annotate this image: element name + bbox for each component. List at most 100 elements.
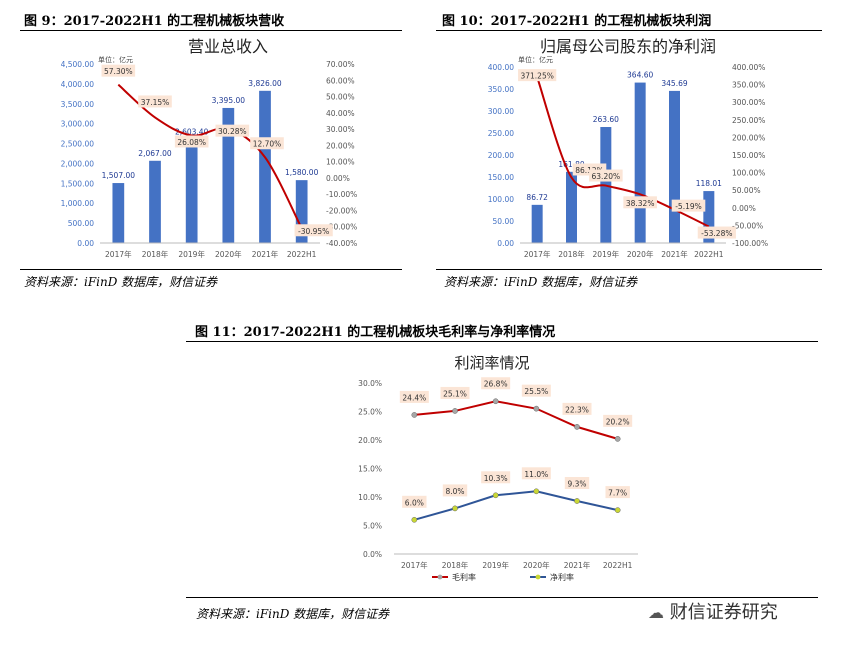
data-label: 11.0%	[524, 470, 548, 479]
y-right-tick-label: 60.00%	[326, 76, 355, 85]
growth-label-bg	[294, 224, 333, 237]
growth-label: 57.30%	[104, 67, 133, 76]
unit-label: 单位：亿元	[518, 55, 553, 64]
x-tick-label: 2017年	[105, 249, 132, 259]
y-right-tick-label: 0.00%	[732, 204, 756, 213]
y-right-tick-label: 400.00%	[732, 63, 765, 72]
margin-chart: 利润率情况 0.0% 5.0% 10.0% 15.0% 20.0% 25.0% 30.0% 20…	[358, 354, 638, 582]
y-left-tick-label: 4,500.00	[61, 60, 95, 69]
chart-title: 营业总收入	[188, 37, 268, 56]
fig11-title: 图 11：2017-2022H1 的工程机械板块毛利率与净利率情况	[195, 325, 556, 340]
data-label: 24.4%	[402, 393, 426, 402]
data-label-bg	[402, 495, 427, 508]
y-left-tick-label: 3,500.00	[61, 100, 95, 109]
bar	[566, 171, 577, 243]
growth-label: 63.20%	[592, 172, 621, 181]
bar-value-label: 263.60	[593, 115, 619, 124]
data-point	[411, 412, 418, 418]
y-right-tick-label: -20.00%	[326, 206, 357, 215]
y-left-tick-label: 400.00	[488, 63, 514, 72]
growth-label-bg	[671, 199, 706, 212]
growth-label: -5.19%	[675, 202, 702, 211]
watermark-text: 财信证券研究	[669, 602, 778, 623]
x-tick-label: 2017年	[524, 249, 551, 259]
gross-margin-line	[414, 400, 618, 440]
data-label-bg	[521, 384, 551, 397]
data-label-bg	[564, 476, 590, 489]
growth-label: 37.15%	[141, 98, 170, 107]
x-tick-label: 2019年	[593, 249, 620, 259]
fig9-title: 图 9：2017-2022H1 的工程机械板块营收	[24, 14, 285, 29]
x-tick-label: 2017年	[401, 560, 428, 570]
y-left-tick-label: 2,500.00	[61, 140, 95, 149]
fig11-title-rule	[186, 341, 818, 342]
growth-label: 30.28%	[218, 127, 247, 136]
bar	[259, 90, 271, 243]
data-point	[533, 488, 540, 495]
growth-label: 12.70%	[253, 140, 282, 149]
y-right-tick-label: 10.00%	[326, 158, 355, 167]
x-tick-label: 2022H1	[694, 250, 724, 259]
y-left-tick-label: 350.00	[488, 85, 514, 94]
y-right-tick-label: 70.00%	[326, 60, 355, 69]
x-tick-label: 2020年	[627, 249, 654, 259]
y-left-tick-label: 1,500.00	[61, 179, 95, 188]
y-left-tick-label: 3,000.00	[61, 120, 95, 129]
bar	[112, 183, 125, 243]
y-right-tick-label: -30.00%	[326, 223, 357, 232]
bar-value-label: 1,580.00	[285, 168, 319, 177]
fig9-title-rule	[20, 30, 402, 31]
growth-label: 26.08%	[177, 138, 206, 147]
bar-value-label: 1,507.00	[102, 171, 136, 180]
y-tick-label: 30.0%	[358, 379, 382, 388]
y-tick-label: 25.0%	[358, 408, 382, 417]
growth-label-bg	[138, 95, 172, 108]
data-label-bg	[521, 467, 551, 480]
y-left-tick-label: 150.00	[488, 173, 514, 182]
y-right-tick-label: 200.00%	[732, 133, 765, 142]
fig9-source-rule	[20, 269, 402, 270]
y-right-tick-label: -100.00%	[732, 239, 768, 248]
net-margin-line	[414, 490, 618, 521]
x-tick-label: 2020年	[523, 560, 550, 570]
bar-value-label: 86.72	[526, 193, 548, 202]
bar	[222, 107, 235, 244]
data-label-bg	[440, 386, 470, 399]
data-label: 10.3%	[484, 474, 508, 483]
y-left-tick-label: 2,000.00	[61, 159, 95, 168]
y-left-tick-label: 500.00	[68, 219, 94, 228]
y-tick-label: 15.0%	[358, 465, 382, 474]
data-point	[574, 424, 580, 430]
x-tick-label: 2021年	[661, 249, 688, 259]
data-point	[492, 398, 499, 405]
data-label: 20.2%	[606, 417, 630, 426]
x-tick-label: 2019年	[178, 249, 205, 259]
y-left-tick-label: 200.00	[488, 151, 514, 160]
data-label: 6.0%	[405, 498, 424, 507]
y-right-tick-label: 150.00%	[732, 151, 765, 160]
y-left-tick-label: 0.00	[497, 239, 514, 248]
data-point	[533, 405, 540, 412]
y-right-tick-label: 40.00%	[326, 109, 355, 118]
fig10-source-rule	[436, 269, 822, 270]
y-left-tick-label: 1,000.00	[61, 199, 95, 208]
y-right-tick-label: 50.00%	[732, 186, 761, 195]
legend-marker	[437, 574, 443, 580]
x-tick-label: 2018年	[558, 249, 585, 259]
data-point	[452, 408, 458, 414]
bar	[669, 90, 680, 244]
bar-value-label: 161.80	[558, 160, 584, 169]
y-left-tick-label: 0.00	[77, 239, 94, 248]
fig9-source: 资料来源：iFinD 数据库，财信证券	[24, 275, 218, 289]
fig11-source-rule	[186, 597, 818, 598]
x-tick-label: 2021年	[564, 560, 591, 570]
x-tick-label: 2018年	[142, 249, 169, 259]
data-label: 26.8%	[484, 380, 508, 389]
growth-label: 371.25%	[520, 72, 553, 81]
growth-label-bg	[174, 135, 209, 148]
legend-label: 净利率	[550, 572, 574, 582]
unit-label: 单位：亿元	[98, 55, 133, 64]
y-right-tick-label: 50.00%	[326, 93, 355, 102]
y-left-tick-label: 4,000.00	[61, 80, 95, 89]
x-tick-label: 2022H1	[287, 250, 317, 259]
